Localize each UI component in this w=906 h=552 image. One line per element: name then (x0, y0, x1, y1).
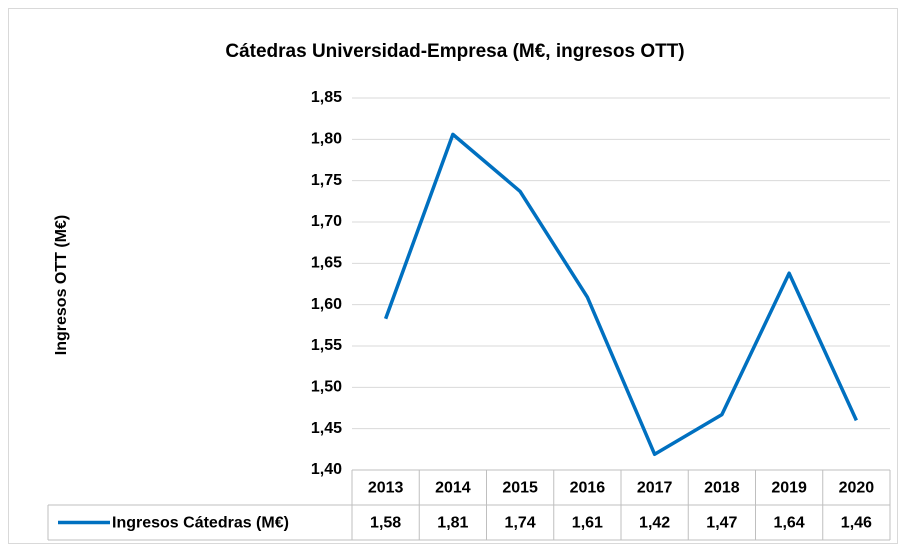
x-tick-label: 2019 (771, 480, 807, 497)
y-tick-label: 1,50 (311, 379, 342, 396)
y-tick-label: 1,85 (311, 89, 342, 106)
chart-title: Cátedras Universidad-Empresa (M€, ingres… (225, 41, 684, 62)
y-tick-label: 1,55 (311, 337, 342, 354)
y-tick-label: 1,70 (311, 213, 342, 230)
table-value: 1,46 (841, 515, 872, 532)
legend-label: Ingresos Cátedras (M€) (112, 515, 289, 532)
x-tick-label: 2014 (435, 480, 471, 497)
table-value: 1,81 (437, 515, 468, 532)
table-value: 1,74 (505, 515, 536, 532)
series-line (383, 132, 858, 457)
y-tick-label: 1,75 (311, 172, 342, 189)
x-tick-label: 2017 (637, 480, 673, 497)
y-tick-label: 1,65 (311, 255, 342, 272)
table-value: 1,42 (639, 515, 670, 532)
x-tick-label: 2015 (502, 480, 538, 497)
x-tick-label: 2013 (368, 480, 404, 497)
y-tick-label: 1,45 (311, 420, 342, 437)
table-value: 1,47 (706, 515, 737, 532)
y-axis-title: Ingresos OTT (M€) (53, 215, 70, 355)
table-value: 1,58 (370, 515, 401, 532)
chart-border (8, 8, 898, 544)
table-value: 1,64 (774, 515, 805, 532)
x-tick-label: 2020 (839, 480, 875, 497)
x-tick-label: 2018 (704, 480, 740, 497)
y-tick-label: 1,40 (311, 461, 342, 478)
table-value: 1,61 (572, 515, 603, 532)
x-tick-label: 2016 (570, 480, 606, 497)
y-tick-label: 1,80 (311, 131, 342, 148)
y-tick-label: 1,60 (311, 296, 342, 313)
